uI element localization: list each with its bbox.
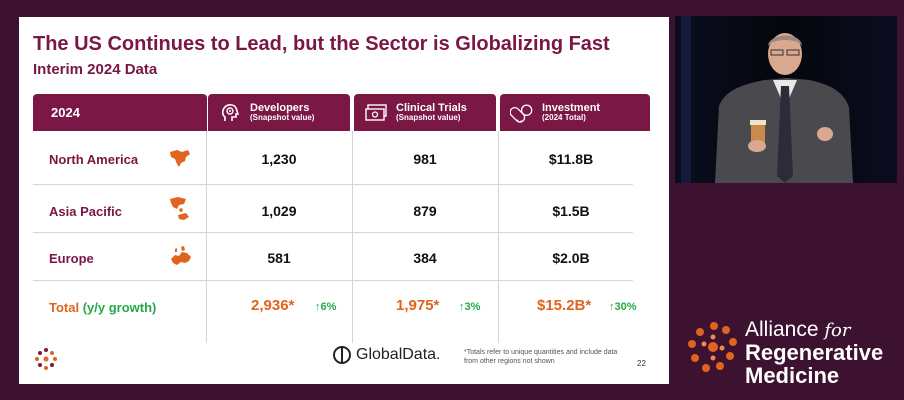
europe-map-icon [167, 245, 195, 274]
slide-subtitle: Interim 2024 Data [33, 61, 158, 78]
year-header-label: 2024 [51, 105, 80, 120]
page-number: 22 [637, 359, 646, 368]
row-divider [33, 280, 633, 281]
column-divider [206, 131, 207, 343]
growth-label: (y/y growth) [82, 300, 157, 315]
row-divider [33, 184, 633, 185]
clinical-trials-header-label: Clinical Trials [396, 101, 467, 114]
growth-investment: ↑30% [609, 301, 637, 313]
growth-trials: ↑3% [459, 301, 481, 313]
total-row-label: Total (y/y growth) [49, 300, 156, 315]
slide: The US Continues to Lead, but the Sector… [19, 17, 669, 384]
total-investment: $15.2B* [537, 297, 592, 314]
cell-north-america-trials: 981 [413, 151, 437, 167]
north-america-map-icon [168, 148, 192, 175]
asia-pacific-map-icon [168, 196, 192, 227]
investment-header-sub: (2024 Total) [542, 113, 586, 123]
for-word: for [824, 320, 851, 341]
row-label-europe: Europe [49, 251, 94, 266]
total-label: Total [49, 300, 80, 315]
slide-title: The US Continues to Lead, but the Sector… [33, 33, 610, 55]
alliance-mini-logo-icon [33, 346, 59, 377]
cell-europe-investment: $2.0B [552, 250, 590, 266]
total-trials: 1,975* [396, 297, 440, 314]
clinical-trials-header-sub: (Snapshot value) [396, 113, 461, 123]
cell-north-america-developers: 1,230 [261, 151, 297, 167]
developers-header: Developers (Snapshot value) [208, 94, 350, 131]
pill-icon [510, 101, 534, 125]
medicine-word: Medicine [745, 363, 840, 388]
footnote: *Totals refer to unique quantities and i… [464, 349, 618, 366]
money-icon [364, 101, 388, 125]
speaker-video [675, 16, 897, 183]
cell-europe-developers: 581 [267, 250, 291, 266]
cell-europe-trials: 384 [413, 250, 437, 266]
alliance-logo-icon [686, 318, 742, 383]
total-developers: 2,936* [251, 297, 295, 314]
column-divider [498, 131, 499, 343]
clinical-trials-header: Clinical Trials (Snapshot value) [354, 94, 496, 131]
alliance-logo-text: Alliance for Regenerative Medicine [745, 319, 883, 387]
globaldata-text: GlobalData. [356, 346, 441, 363]
developers-header-label: Developers [250, 101, 310, 114]
row-divider [33, 232, 633, 233]
alliance-word: Alliance [745, 318, 819, 341]
investment-header-label: Investment [542, 101, 601, 114]
regenerative-word: Regenerative [745, 340, 884, 365]
year-header: 2024 [33, 94, 207, 131]
cell-asia-pacific-developers: 1,029 [261, 203, 297, 219]
growth-developers: ↑6% [315, 301, 337, 313]
globaldata-icon [333, 346, 351, 364]
head-gear-icon [218, 101, 242, 125]
row-label-asia-pacific: Asia Pacific [49, 204, 122, 219]
cell-north-america-investment: $11.8B [548, 151, 594, 167]
developers-header-sub: (Snapshot value) [250, 113, 315, 123]
speaker-image [675, 16, 897, 183]
row-label-north-america: North America [49, 152, 139, 167]
cell-asia-pacific-investment: $1.5B [552, 203, 590, 219]
cell-asia-pacific-trials: 879 [413, 203, 437, 219]
globaldata-logo: GlobalData. [332, 345, 441, 365]
column-divider [352, 131, 353, 343]
investment-header: Investment (2024 Total) [500, 94, 650, 131]
